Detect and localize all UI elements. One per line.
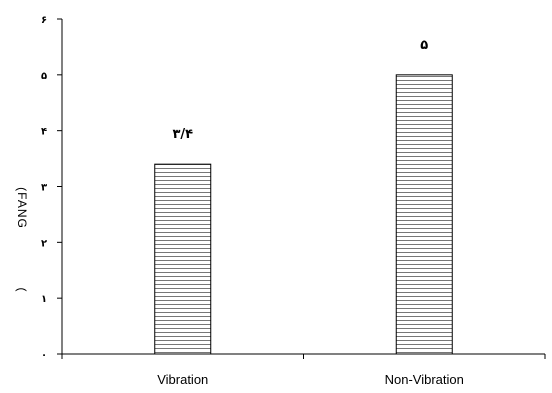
- y-axis-label: (FANG: [15, 187, 29, 229]
- y-tick-label: ۱: [41, 294, 47, 305]
- bar-value-label: ۳/۴: [172, 127, 193, 142]
- y-tick-label: ۵: [41, 71, 47, 82]
- bar: [395, 74, 453, 355]
- y-tick-label: ۶: [41, 15, 47, 26]
- y-tick-label: ۲: [41, 238, 47, 249]
- y-tick-label: ۳: [41, 183, 47, 194]
- axes: [57, 18, 546, 359]
- bar: [154, 163, 212, 355]
- labels: ۰ ۱ ۲ ۳ ۴ ۵ ۶ ۳/۴ Vibration ۵ Non-Vibration: [41, 15, 464, 387]
- y-axis-label-paren: (: [15, 288, 29, 293]
- x-category-label: Non-Vibration: [385, 372, 464, 387]
- y-tick-label: ۰: [41, 350, 47, 361]
- y-tick-label: ۴: [41, 127, 47, 138]
- x-category-label: Vibration: [157, 372, 208, 387]
- bar-value-label: ۵: [420, 38, 428, 53]
- bars: [154, 74, 453, 355]
